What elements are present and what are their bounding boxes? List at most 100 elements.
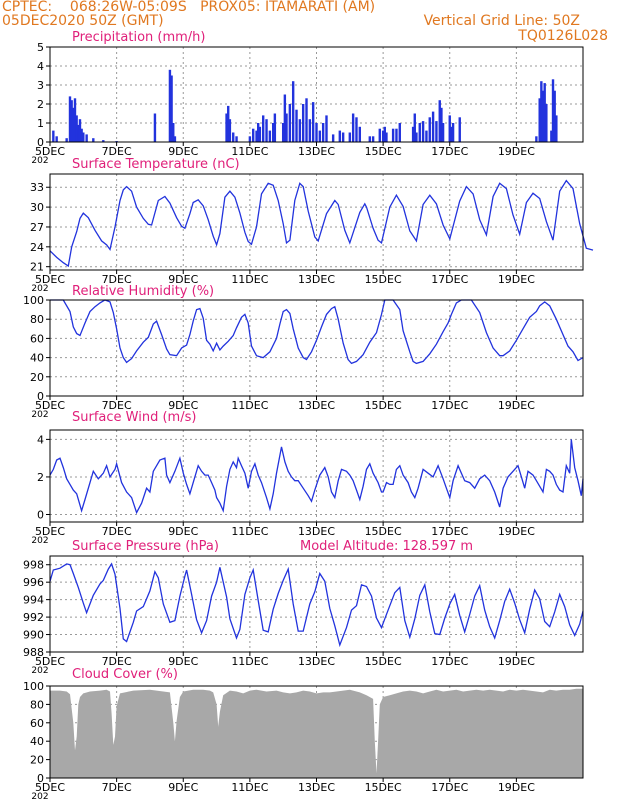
y-tick-label: 33 xyxy=(30,181,44,194)
precip-bar xyxy=(355,117,358,142)
precip-bar xyxy=(305,98,308,142)
y-tick-label: 20 xyxy=(30,754,44,767)
x-tick-label: 17DEC xyxy=(431,399,468,412)
series-line xyxy=(49,179,594,268)
panel-title: Precipitation (mm/h) xyxy=(72,30,205,45)
precip-bar xyxy=(425,130,428,142)
y-tick-label: 994 xyxy=(23,594,44,607)
precip-bar xyxy=(383,126,386,142)
precip-bar xyxy=(341,132,345,142)
x-tick-label: 9DEC xyxy=(168,525,198,538)
y-tick-label: 3 xyxy=(37,79,44,92)
x-tick-label: 15DEC xyxy=(365,781,402,794)
x-tick-label: 17DEC xyxy=(431,273,468,286)
y-tick-label: 998 xyxy=(23,559,44,572)
x-tick-label: 7DEC xyxy=(102,273,132,286)
precip-bar xyxy=(258,126,262,142)
precip-bar xyxy=(435,121,438,142)
precip-bar xyxy=(225,113,228,142)
precip-bar xyxy=(358,126,362,142)
precip-bar xyxy=(82,132,85,142)
y-tick-label: 60 xyxy=(30,332,44,345)
y-tick-label: 21 xyxy=(30,261,44,274)
precip-bar xyxy=(170,75,173,142)
precip-bar xyxy=(153,113,157,142)
series-line xyxy=(49,562,584,648)
precip-bar xyxy=(371,136,375,142)
precip-bar xyxy=(431,111,435,142)
precip-bar xyxy=(381,130,385,142)
precip-bar xyxy=(550,130,553,142)
x-tick-label: 13DEC xyxy=(298,525,335,538)
precip-bar xyxy=(448,115,451,142)
precip-bar xyxy=(318,130,322,142)
y-tick-label: 996 xyxy=(23,576,44,589)
x-year-label: 202 xyxy=(31,792,48,800)
precip-bar xyxy=(77,124,80,142)
x-tick-label: 11DEC xyxy=(231,273,268,286)
header-station: CPTEC: 068:26W-05:09S PROX05: ITAMARATI … xyxy=(2,0,376,15)
x-tick-label: 17DEC xyxy=(431,525,468,538)
precip-bar xyxy=(545,104,548,142)
precip-bar xyxy=(70,100,73,142)
precip-bar xyxy=(281,123,285,142)
y-tick-label: 80 xyxy=(30,698,44,711)
precip-bar xyxy=(535,136,538,142)
x-tick-label: 19DEC xyxy=(498,655,535,668)
precip-bar xyxy=(308,119,312,142)
precip-bar xyxy=(232,132,235,142)
x-tick-label: 9DEC xyxy=(168,145,198,158)
precip-bar xyxy=(553,90,556,142)
x-tick-label: 15DEC xyxy=(365,655,402,668)
y-tick-label: 1 xyxy=(37,117,44,130)
x-tick-label: 13DEC xyxy=(298,655,335,668)
precip-bar xyxy=(257,123,260,142)
precip-bar xyxy=(65,138,68,142)
x-year-label: 202 xyxy=(31,410,48,420)
precip-bar xyxy=(68,96,72,142)
precip-bar xyxy=(450,126,453,142)
precip-bar xyxy=(395,128,398,142)
precip-bar xyxy=(338,130,342,142)
precip-bar xyxy=(415,132,418,142)
y-tick-label: 0 xyxy=(37,772,44,785)
x-tick-label: 15DEC xyxy=(365,525,402,538)
y-tick-label: 4 xyxy=(37,433,44,446)
y-tick-label: 0 xyxy=(37,390,44,403)
precip-bar xyxy=(428,117,431,142)
x-tick-label: 15DEC xyxy=(365,273,402,286)
precip-bar xyxy=(73,98,77,142)
x-tick-label: 15DEC xyxy=(365,145,402,158)
y-tick-label: 27 xyxy=(30,221,44,234)
x-tick-label: 7DEC xyxy=(102,399,132,412)
header-grid-note: Vertical Grid Line: 50Z xyxy=(423,13,580,29)
precip-bar xyxy=(168,69,172,142)
y-tick-label: 4 xyxy=(37,60,44,73)
x-tick-label: 5DEC xyxy=(35,145,65,158)
precip-bar xyxy=(315,123,318,142)
y-tick-label: 5 xyxy=(37,41,44,54)
y-tick-label: 100 xyxy=(23,294,44,307)
x-tick-label: 5DEC xyxy=(35,655,65,668)
x-tick-label: 13DEC xyxy=(298,399,335,412)
precip-bar xyxy=(271,123,275,142)
precip-bar xyxy=(235,136,238,142)
precip-bar xyxy=(411,126,415,142)
precip-bar xyxy=(288,104,292,142)
x-tick-label: 5DEC xyxy=(35,399,65,412)
x-tick-label: 13DEC xyxy=(298,273,335,286)
x-tick-label: 19DEC xyxy=(498,273,535,286)
precip-bar xyxy=(283,94,287,142)
precip-bar xyxy=(252,128,255,142)
cloud-cover-area xyxy=(50,688,583,778)
x-year-label: 202 xyxy=(31,666,48,676)
panel-title: Surface Wind (m/s) xyxy=(72,410,196,425)
x-tick-label: 7DEC xyxy=(102,525,132,538)
y-tick-label: 24 xyxy=(30,241,44,254)
precip-bar xyxy=(543,83,546,142)
x-tick-label: 9DEC xyxy=(168,399,198,412)
precip-bar xyxy=(541,90,545,142)
header-model-id: TQ0126L028 xyxy=(518,28,608,44)
precip-bar xyxy=(255,130,258,142)
